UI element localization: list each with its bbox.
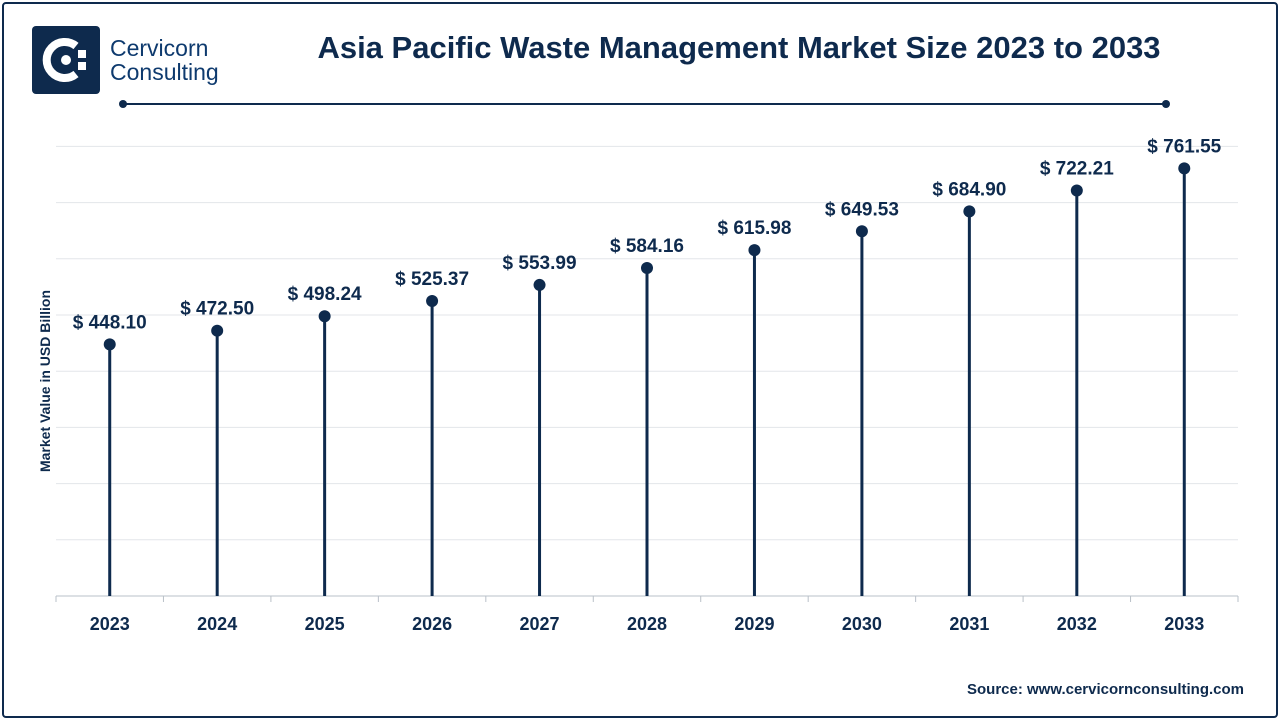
x-tick-label: 2027: [520, 614, 560, 634]
lollipop-point: [426, 295, 439, 308]
data-label: $ 722.21: [1040, 158, 1114, 179]
chart-title: Asia Pacific Waste Management Market Siz…: [317, 30, 1161, 65]
x-tick-label: 2031: [949, 614, 989, 634]
data-label: $ 615.98: [717, 218, 791, 239]
data-label: $ 584.16: [610, 236, 684, 257]
data-label: $ 684.90: [932, 179, 1006, 200]
brand-line-1: Cervicorn: [110, 35, 209, 61]
data-label: $ 498.24: [288, 284, 362, 305]
brand-logo[interactable]: Cervicorn Consulting: [32, 26, 219, 94]
divider-dot-right: [1162, 100, 1170, 108]
x-tick-label: 2024: [197, 614, 237, 634]
data-label: $ 525.37: [395, 269, 469, 290]
x-tick-label: 2028: [627, 614, 667, 634]
x-tick-label: 2032: [1057, 614, 1097, 634]
lollipop-point: [641, 261, 653, 274]
x-tick-label: 2025: [305, 614, 345, 634]
cervicorn-logo-icon: [32, 26, 100, 94]
title-divider: [119, 100, 1170, 108]
lollipop-point: [211, 324, 224, 337]
lollipop-point: [533, 278, 546, 291]
lollipop-point: [855, 225, 868, 238]
source-text[interactable]: Source: www.cervicornconsulting.com: [966, 681, 1244, 698]
x-tick-label: 2026: [412, 614, 452, 634]
data-label: $ 553.99: [503, 253, 577, 274]
lollipop-point: [1070, 184, 1083, 197]
lollipop-point: [318, 310, 331, 323]
x-tick-label: 2029: [734, 614, 774, 634]
data-label: $ 472.50: [180, 299, 254, 320]
lollipop-point: [748, 244, 761, 257]
x-tick-label: 2033: [1164, 614, 1204, 634]
divider-dot-left: [119, 100, 127, 108]
data-label: $ 649.53: [825, 199, 899, 220]
brand-line-2: Consulting: [110, 59, 219, 85]
chart-plot: $ 448.10 2023 $ 472.50 2024 $ 498.24 2025 $ 52…: [55, 136, 1239, 634]
lollipop-point: [963, 205, 976, 218]
x-tick-label: 2030: [842, 614, 882, 634]
brand-name: Cervicorn Consulting: [110, 36, 219, 84]
x-tick-label: 2023: [90, 614, 130, 634]
data-label: $ 448.10: [73, 312, 147, 333]
lollipop-point: [1178, 162, 1191, 175]
lollipop-point: [103, 338, 116, 351]
data-label: $ 761.55: [1147, 136, 1221, 157]
